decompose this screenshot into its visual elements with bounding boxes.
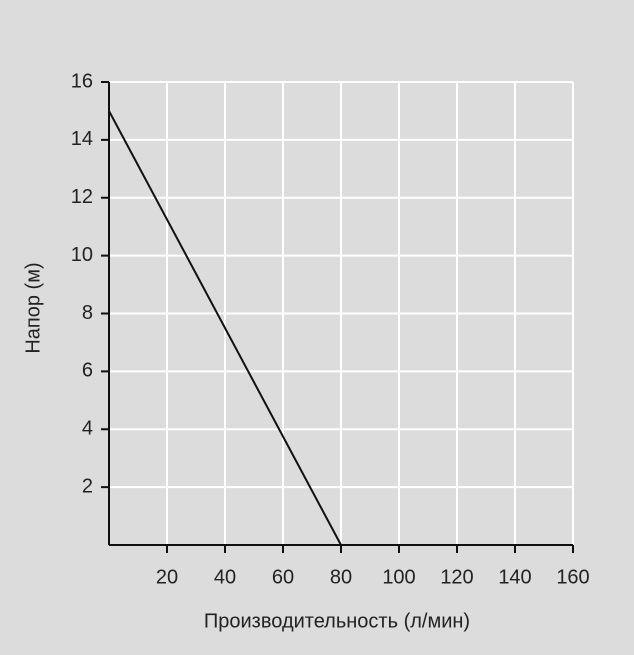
data-line — [108, 110, 342, 546]
x-tick-label: 40 — [214, 566, 236, 588]
x-tick-label: 100 — [382, 566, 415, 588]
x-tick-label: 20 — [156, 566, 178, 588]
x-tick-label: 160 — [556, 566, 589, 588]
y-tick-label: 6 — [82, 360, 93, 382]
y-tick-label: 4 — [82, 418, 93, 440]
y-tick-label: 2 — [82, 475, 93, 497]
x-tick-label: 60 — [272, 566, 294, 588]
y-tick-label: 16 — [71, 70, 93, 92]
y-tick-label: 12 — [71, 186, 93, 208]
y-axis-label: Напор (м) — [22, 262, 44, 353]
x-axis-label: Производительность (л/мин) — [204, 610, 470, 632]
x-tick-label: 140 — [498, 566, 531, 588]
y-tick-label: 10 — [71, 244, 93, 266]
y-tick-label: 8 — [82, 302, 93, 324]
x-tick-label: 120 — [440, 566, 473, 588]
y-tick-label: 14 — [71, 128, 93, 150]
x-tick-label: 80 — [330, 566, 352, 588]
